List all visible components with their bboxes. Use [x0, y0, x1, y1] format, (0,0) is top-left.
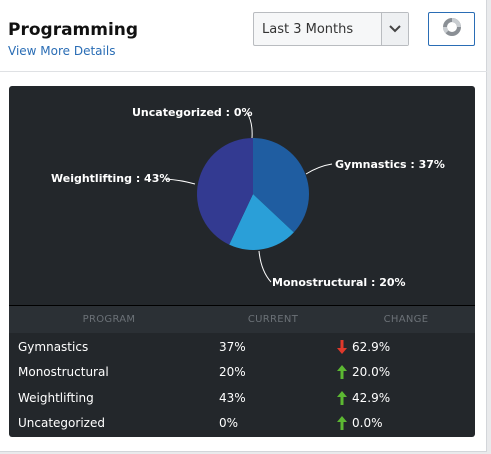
- table-row: Weightlifting 43% 42.9%: [9, 385, 475, 411]
- program-table: PROGRAM CURRENT CHANGE Gymnastics 37% 62.9…: [9, 306, 475, 436]
- table-header: PROGRAM CURRENT CHANGE: [9, 306, 475, 333]
- cell-current: 20%: [219, 365, 246, 380]
- change-value: 62.9%: [352, 339, 391, 354]
- cell-change: 20.0%: [337, 365, 391, 380]
- table-row: Monostructural 20% 20.0%: [9, 360, 475, 386]
- header-program: PROGRAM: [82, 314, 136, 325]
- cell-current: 0%: [219, 416, 239, 431]
- chart-panel: Gymnastics : 37% Monostructural : 20% We…: [9, 86, 475, 437]
- slice-label-uncategorized: Uncategorized : 0%: [132, 106, 253, 119]
- page-title: Programming: [8, 20, 139, 40]
- chart-type-button[interactable]: [428, 12, 475, 46]
- cell-current: 43%: [219, 390, 246, 405]
- cell-program: Uncategorized: [18, 416, 105, 431]
- pie-slice-monostructural[interactable]: [229, 194, 294, 250]
- arrow-up-icon: [337, 416, 347, 431]
- pie-slice-weightlifting[interactable]: [197, 138, 253, 245]
- leader-monostructural: [258, 250, 272, 283]
- slice-label-gymnastics: Gymnastics : 37%: [335, 158, 445, 171]
- change-value: 42.9%: [352, 390, 391, 405]
- cell-current: 37%: [219, 339, 246, 354]
- table-row: Uncategorized 0% 0.0%: [9, 411, 475, 437]
- pie-slice-gymnastics[interactable]: [253, 138, 309, 233]
- slice-label-weightlifting: Weightlifting : 43%: [51, 172, 170, 185]
- date-range-value: Last 3 Months: [262, 21, 354, 37]
- pie-chart: Gymnastics : 37% Monostructural : 20% We…: [51, 106, 445, 289]
- cell-program: Gymnastics: [18, 339, 89, 354]
- cell-change: 62.9%: [337, 339, 391, 354]
- header-change: CHANGE: [383, 314, 429, 325]
- slice-label-monostructural: Monostructural : 20%: [272, 276, 406, 289]
- table-separator: [9, 305, 475, 306]
- change-value: 0.0%: [352, 416, 383, 431]
- pie-chart-icon: [442, 17, 462, 41]
- table-row: Gymnastics 37% 62.9%: [9, 334, 475, 360]
- change-value: 20.0%: [352, 365, 391, 380]
- arrow-up-icon: [337, 390, 347, 405]
- date-range-select[interactable]: Last 3 Months: [253, 12, 409, 46]
- arrow-up-icon: [337, 365, 347, 380]
- cell-change: 0.0%: [337, 416, 383, 431]
- chevron-down-icon[interactable]: [381, 13, 408, 45]
- cell-change: 42.9%: [337, 390, 391, 405]
- arrow-down-icon: [337, 339, 347, 354]
- cell-program: Monostructural: [18, 365, 109, 380]
- view-more-details-link[interactable]: View More Details: [8, 44, 116, 58]
- header-current: CURRENT: [247, 314, 299, 325]
- cell-program: Weightlifting: [18, 390, 94, 405]
- leader-weightlifting: [164, 178, 196, 185]
- header-divider: [0, 71, 487, 72]
- leader-uncategorized: [246, 112, 253, 139]
- leader-gymnastics: [305, 163, 333, 175]
